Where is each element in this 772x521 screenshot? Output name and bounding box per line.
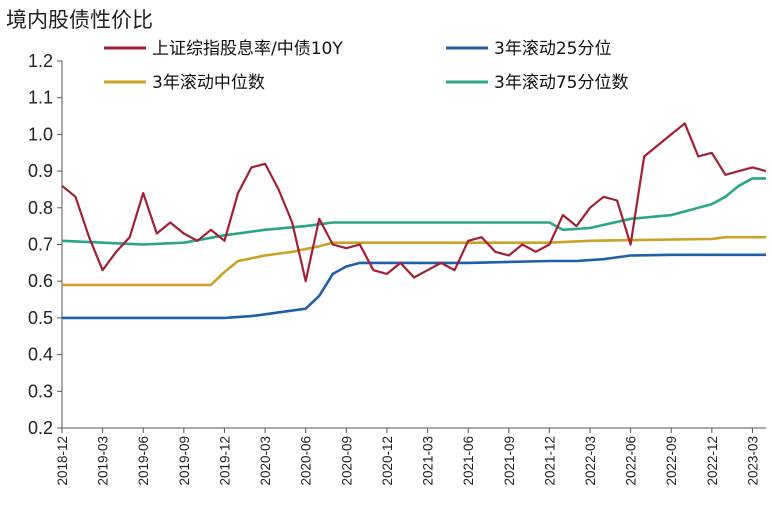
series-line-1 <box>62 253 766 320</box>
x-tick-label: 2020-03 <box>258 436 273 486</box>
x-tick-label: 2022-06 <box>624 436 639 486</box>
chart-title: 境内股债性价比 <box>6 8 153 32</box>
series-line-0 <box>61 122 767 283</box>
x-tick-label: 2019-03 <box>96 436 111 486</box>
legend: 上证综指股息率/中债10Y 3年滚动25分位 3年滚动中位数 3年滚动75分位数 <box>104 39 628 93</box>
x-tick-label: 2019-12 <box>217 436 232 486</box>
y-tick-label: 0.8 <box>28 198 53 218</box>
y-tick-label: 0.5 <box>28 308 53 328</box>
y-tick-label: 1.2 <box>28 51 53 71</box>
x-tick-label: 2019-06 <box>136 436 151 486</box>
y-tick-label: 0.6 <box>28 271 53 291</box>
x-tick-label: 2020-06 <box>299 436 314 486</box>
series-layer <box>61 122 767 320</box>
y-tick-label: 1.0 <box>28 124 53 144</box>
x-tick-label: 2022-03 <box>583 436 598 486</box>
y-tick-label: 0.9 <box>28 161 53 181</box>
legend-label: 3年滚动75分位数 <box>494 73 628 93</box>
y-tick-label: 1.1 <box>28 88 53 108</box>
x-tick-label: 2022-12 <box>705 436 720 486</box>
y-tick-label: 0.3 <box>28 381 53 401</box>
y-tick-label: 0.4 <box>28 345 53 365</box>
x-tick-label: 2021-06 <box>461 436 476 486</box>
x-tick-label: 2019-09 <box>177 436 192 486</box>
x-tick-label: 2021-09 <box>502 436 517 486</box>
series-line-3 <box>61 177 766 246</box>
legend-label: 上证综指股息率/中债10Y <box>152 39 343 59</box>
y-tick-label: 0.7 <box>28 235 53 255</box>
x-tick-label: 2022-09 <box>664 436 679 486</box>
legend-label: 3年滚动中位数 <box>152 73 265 93</box>
axes: 0.2 0.3 0.4 0.5 0.6 0.7 0.8 0.9 1.0 1.1 1.2 2018-12… <box>28 51 766 486</box>
x-tick-label: 2020-09 <box>339 436 354 486</box>
x-tick-label: 2021-12 <box>542 436 557 486</box>
y-tick-label: 0.2 <box>28 418 53 438</box>
x-tick-label: 2020-12 <box>380 436 395 486</box>
x-tick-label: 2021-03 <box>421 436 436 486</box>
series-line-2 <box>62 235 766 287</box>
x-tick-label: 2023-03 <box>745 436 760 486</box>
x-tick-label: 2018-12 <box>55 436 70 486</box>
legend-label: 3年滚动25分位 <box>494 39 611 59</box>
